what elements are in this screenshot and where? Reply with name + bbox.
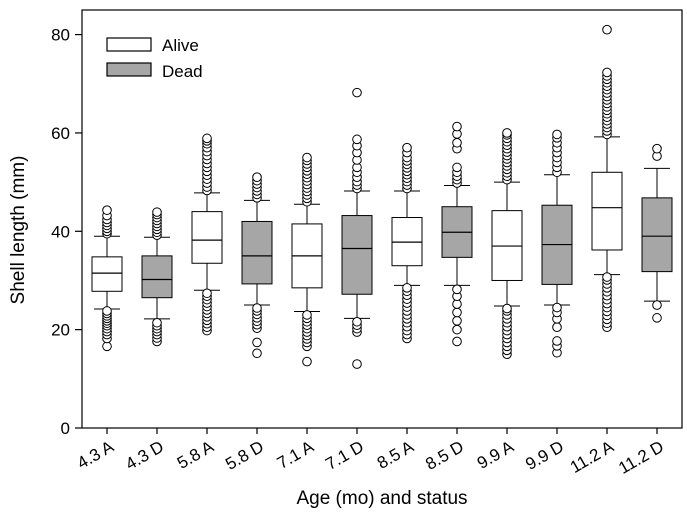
outlier-point xyxy=(352,87,362,98)
outlier-point xyxy=(452,315,462,326)
outlier-point xyxy=(202,133,212,144)
y-axis-label: Shell length (mm) xyxy=(8,156,29,305)
outlier-point xyxy=(152,317,162,328)
legend-swatch-dead xyxy=(106,62,152,77)
outlier-point xyxy=(502,303,512,314)
y-tick-label: 60 xyxy=(51,124,70,143)
outlier-point xyxy=(452,162,462,173)
outlier-point xyxy=(552,302,562,313)
outlier-point xyxy=(452,324,462,335)
outlier-point xyxy=(352,316,362,327)
box xyxy=(641,197,673,273)
outlier-point xyxy=(402,142,412,153)
outlier-point xyxy=(452,137,462,148)
outlier-point xyxy=(452,299,462,309)
outlier-point xyxy=(452,284,462,295)
outlier-point xyxy=(452,307,462,318)
x-tick-label: 4.3 A xyxy=(74,437,118,473)
outlier-point xyxy=(252,172,262,182)
x-tick-label: 7.1 A xyxy=(274,437,318,473)
x-tick-label: 4.3 D xyxy=(122,437,167,474)
y-tick-label: 20 xyxy=(51,321,70,340)
legend-label-alive: Alive xyxy=(162,36,199,55)
legend-label-dead: Dead xyxy=(162,62,203,81)
x-tick-label: 5.8 D xyxy=(222,437,267,474)
x-tick-label: 9.9 D xyxy=(522,437,567,474)
outlier-point xyxy=(202,288,212,299)
plot-frame xyxy=(81,9,683,429)
outlier-point xyxy=(302,310,312,320)
x-tick-label: 8.5 D xyxy=(422,437,467,474)
x-tick-label: 11.2 A xyxy=(567,437,618,477)
outlier-point xyxy=(252,303,262,313)
outlier-point xyxy=(502,128,512,138)
legend-swatch-alive xyxy=(106,37,152,52)
outlier-point xyxy=(602,24,612,35)
box xyxy=(141,255,173,299)
y-tick-label: 80 xyxy=(51,26,70,45)
outlier-point xyxy=(102,205,112,215)
legend: Alive Dead xyxy=(106,36,203,81)
box xyxy=(91,256,123,292)
outlier-point xyxy=(552,129,562,140)
box xyxy=(341,215,373,295)
x-axis-label: Age (mo) and status xyxy=(296,488,467,509)
outlier-point xyxy=(252,348,262,359)
outlier-point xyxy=(402,283,412,293)
outlier-point xyxy=(602,67,612,78)
y-tick-label: 40 xyxy=(51,222,70,241)
outlier-point xyxy=(302,356,312,367)
outlier-point xyxy=(602,272,612,282)
x-tick-label: 11.2 D xyxy=(615,437,667,478)
outlier-point xyxy=(352,134,362,145)
y-tick-label: 0 xyxy=(61,419,70,438)
outlier-point xyxy=(252,337,262,348)
outlier-point xyxy=(152,207,162,217)
outlier-point xyxy=(552,322,562,332)
x-tick-label: 5.8 A xyxy=(174,437,218,473)
x-tick-label: 7.1 D xyxy=(322,437,367,474)
outlier-point xyxy=(302,152,312,163)
outlier-point xyxy=(652,300,662,310)
x-tick-label: 8.5 A xyxy=(374,437,418,473)
box xyxy=(191,211,223,264)
outlier-point xyxy=(652,313,662,323)
outlier-point xyxy=(452,336,462,347)
box xyxy=(241,220,273,285)
outlier-point xyxy=(352,359,362,369)
outlier-point xyxy=(102,306,112,316)
outlier-point xyxy=(102,341,112,352)
outlier-point xyxy=(452,121,462,132)
outlier-point xyxy=(652,143,662,154)
x-tick-label: 9.9 A xyxy=(474,437,518,473)
outlier-point xyxy=(552,336,562,346)
box xyxy=(591,171,623,251)
